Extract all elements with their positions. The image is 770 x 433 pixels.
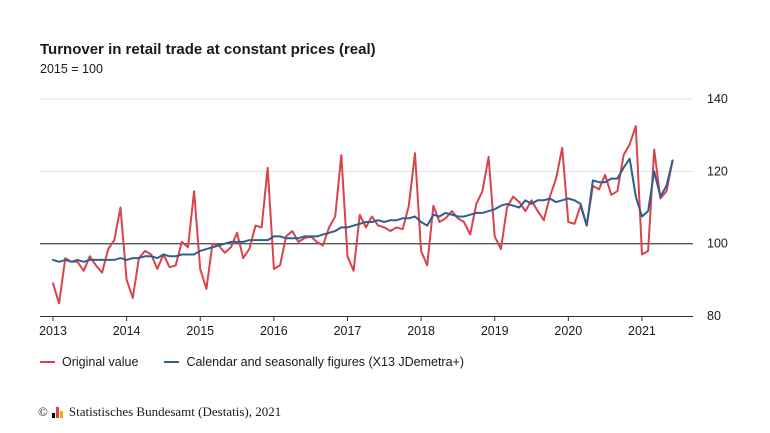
source-text: Statistisches Bundesamt (Destatis), 2021 <box>68 404 282 419</box>
y-tick-label-100: 100 <box>707 237 728 251</box>
x-tick-label-2013: 2013 <box>39 324 67 338</box>
legend-swatch-original <box>40 361 55 363</box>
destatis-logo-icon <box>51 406 63 418</box>
y-tick-label-140: 140 <box>707 92 728 106</box>
x-tick-label-2017: 2017 <box>334 324 362 338</box>
legend-label-original: Original value <box>62 355 139 369</box>
legend-swatch-adjusted <box>164 361 180 363</box>
series-line-original <box>52 125 674 305</box>
y-tick-label-80: 80 <box>707 309 721 323</box>
source-note: © Statistisches Bundesamt (Destatis), 20… <box>38 404 281 420</box>
series-line-adjusted <box>52 157 674 263</box>
x-tick-label-2020: 2020 <box>554 324 582 338</box>
legend-item-original: Original value <box>40 355 138 369</box>
chart-title: Turnover in retail trade at constant pri… <box>40 41 376 58</box>
x-tick-label-2019: 2019 <box>481 324 509 338</box>
y-tick-label-120: 120 <box>707 164 728 178</box>
x-tick-label-2015: 2015 <box>186 324 214 338</box>
legend-label-adjusted: Calendar and seasonally figures (X13 JDe… <box>186 355 465 369</box>
line-chart: 80 100 120 140 2013 2014 2015 2016 2017 2018 2019 2… <box>39 92 728 338</box>
x-tick-label-2021: 2021 <box>628 324 656 338</box>
x-tick-label-2016: 2016 <box>260 324 288 338</box>
x-tick-label-2018: 2018 <box>407 324 435 338</box>
chart-subtitle: 2015 = 100 <box>40 62 103 76</box>
copyright-symbol: © <box>38 404 48 419</box>
legend-item-adjusted: Calendar and seasonally figures (X13 JDe… <box>164 355 464 369</box>
x-tick-label-2014: 2014 <box>113 324 141 338</box>
chart-legend: Original value Calendar and seasonally f… <box>40 355 490 369</box>
